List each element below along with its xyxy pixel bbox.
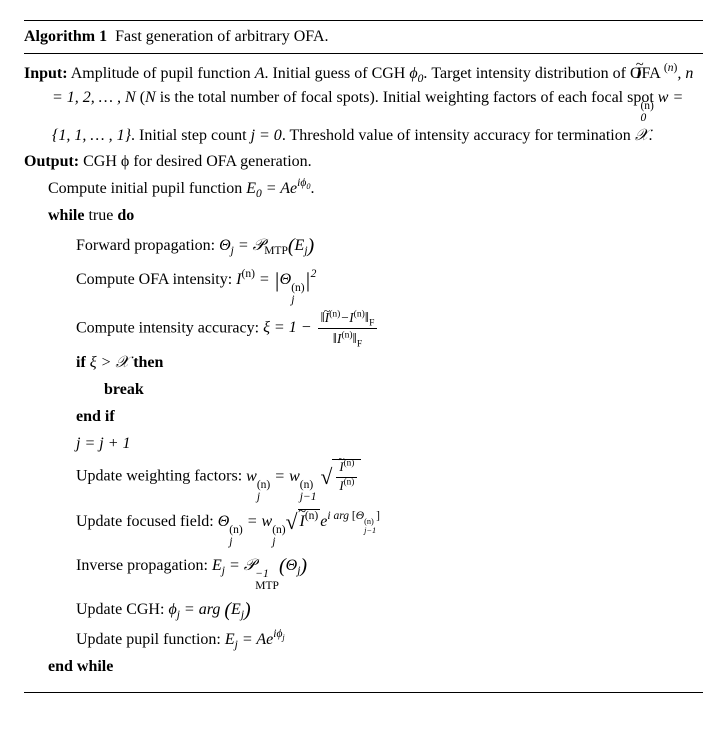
- txt-update-w: Update weighting factors:: [76, 468, 246, 485]
- input-text-3: . Target intensity distribution of OFA: [423, 65, 664, 82]
- kw-do: do: [113, 207, 134, 224]
- input-label: Input:: [24, 65, 68, 82]
- algorithm-title-row: Algorithm 1 Fast generation of arbitrary…: [24, 20, 703, 54]
- sym-chi: 𝒳: [635, 127, 649, 144]
- eq-update-cgh: ϕj = arg (Ej): [168, 601, 250, 618]
- txt-update-pupil: Update pupil function:: [76, 631, 225, 648]
- output-text: CGH ϕ for desired OFA generation.: [79, 153, 312, 170]
- input-text-8: .: [649, 127, 653, 144]
- txt-acc: Compute intensity accuracy:: [76, 319, 263, 336]
- eq-forward: Θj = 𝒫MTP(Ej): [219, 237, 314, 254]
- step-compute-initial: Compute initial pupil function E0 = Aeiϕ…: [24, 177, 703, 201]
- txt-compute-initial: Compute initial pupil function: [48, 180, 246, 197]
- step-intensity: Compute OFA intensity: I(n) = |Θ(n)j|2: [24, 264, 703, 306]
- txt-update-field: Update focused field:: [76, 513, 218, 530]
- step-update-pupil: Update pupil function: Ej = Aeiϕj: [24, 628, 703, 652]
- eq-update-field: Θ(n)j = w(n)j√I(n)ei arg [Θ(n)j−1]: [218, 513, 380, 530]
- kw-break: break: [104, 381, 144, 398]
- step-endif: end if: [24, 405, 703, 429]
- step-update-w: Update weighting factors: w(n)j = w(n)j−…: [24, 459, 703, 503]
- sym-N: N: [145, 89, 156, 106]
- kw-if: if: [76, 354, 90, 371]
- cond-if: ξ > 𝒳: [90, 354, 129, 371]
- eq-inverse: Ej = 𝒫−1MTP(Θj): [212, 557, 307, 574]
- input-section: Input: Amplitude of pupil function A. In…: [24, 62, 703, 148]
- txt-ofa: Compute OFA intensity:: [76, 271, 236, 288]
- sym-j0: j = 0: [251, 127, 282, 144]
- kw-while: while: [48, 207, 88, 224]
- step-if: if ξ > 𝒳 then: [24, 351, 703, 375]
- step-while: while true do: [24, 204, 703, 228]
- algorithm-body: Input: Amplitude of pupil function A. In…: [24, 54, 703, 693]
- step-accuracy: Compute intensity accuracy: ξ = 1 − ‖I(n…: [24, 309, 703, 349]
- input-text-1: Amplitude of pupil function: [71, 65, 255, 82]
- sym-w0: w(n)0: [658, 89, 669, 106]
- txt-forward: Forward propagation:: [76, 237, 219, 254]
- input-text-7: . Threshold value of intensity accuracy …: [282, 127, 635, 144]
- input-text-2: . Initial guess of CGH: [264, 65, 409, 82]
- algorithm-title: Fast generation of arbitrary OFA.: [115, 28, 328, 45]
- algorithm-block: Algorithm 1 Fast generation of arbitrary…: [24, 20, 703, 693]
- eq-update-pupil: Ej = Aeiϕj: [225, 631, 285, 648]
- input-text-6: . Initial step count: [131, 127, 251, 144]
- input-text-4: (: [136, 89, 145, 106]
- eq-jinc: j = j + 1: [76, 435, 130, 452]
- output-section: Output: CGH ϕ for desired OFA generation…: [24, 150, 703, 174]
- eq-update-w: w(n)j = w(n)j−1 √I(n)I(n): [246, 468, 361, 485]
- kw-endwhile: end while: [48, 658, 113, 675]
- kw-endif: end if: [76, 408, 115, 425]
- eq-E0: E0 = Aeiϕ0: [246, 180, 310, 197]
- step-jinc: j = j + 1: [24, 432, 703, 456]
- kw-then: then: [129, 354, 163, 371]
- sym-A: A: [255, 65, 265, 82]
- eq-intensity: I(n) = |Θ(n)j|2: [236, 271, 316, 288]
- step-break: break: [24, 378, 703, 402]
- period: .: [310, 180, 314, 197]
- step-update-cgh: Update CGH: ϕj = arg (Ej): [24, 595, 703, 625]
- step-update-field: Update focused field: Θ(n)j = w(n)j√I(n)…: [24, 506, 703, 548]
- sym-phi0: ϕ0: [409, 65, 423, 82]
- input-text-5: is the total number of focal spots). Ini…: [156, 89, 658, 106]
- output-label: Output:: [24, 153, 79, 170]
- step-inverse: Inverse propagation: Ej = 𝒫−1MTP(Θj): [24, 551, 703, 592]
- sym-Itilde-n: I(n): [664, 65, 677, 82]
- step-endwhile: end while: [24, 655, 703, 679]
- eq-accuracy: ξ = 1 − ‖I(n)−I(n)‖F‖I(n)‖F: [263, 319, 379, 336]
- txt-update-cgh: Update CGH:: [76, 601, 168, 618]
- algorithm-label: Algorithm 1: [24, 28, 107, 45]
- kw-true: true: [88, 207, 113, 224]
- txt-inverse: Inverse propagation:: [76, 557, 212, 574]
- step-forward: Forward propagation: Θj = 𝒫MTP(Ej): [24, 231, 703, 261]
